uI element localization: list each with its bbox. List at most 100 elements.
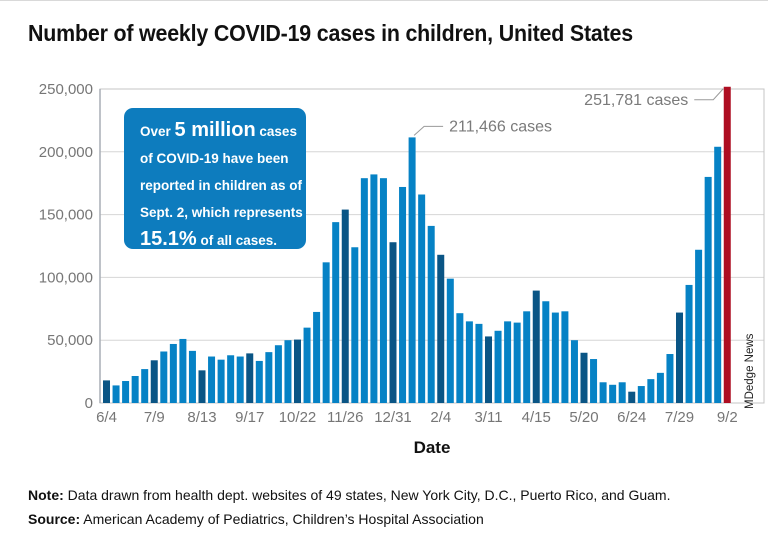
bar-11/12	[322, 262, 330, 403]
bar-6/11	[112, 385, 120, 403]
bar-6/18	[122, 381, 130, 403]
source-line: Source: American Academy of Pediatrics, …	[28, 512, 758, 527]
bar-11/19	[332, 222, 340, 403]
x-tick-label: 2/4	[430, 409, 451, 426]
bar-6/10	[609, 384, 617, 403]
bar-8/26	[714, 146, 722, 403]
bar-1/21	[418, 194, 426, 403]
bar-5/27	[590, 359, 598, 403]
bar-2/25	[465, 321, 473, 403]
bar-10/8	[274, 345, 282, 403]
bar-7/2	[141, 369, 149, 403]
footnotes: Note: Data drawn from health dept. websi…	[28, 488, 758, 536]
y-tick-label: 250,000	[39, 81, 93, 98]
bar-8/27	[217, 359, 225, 403]
x-tick-label: 5/20	[569, 409, 598, 426]
bar-7/30	[179, 338, 187, 403]
bar-10/29	[303, 327, 311, 403]
note-text: Data drawn from health dept. websites of…	[63, 487, 671, 503]
bar-3/4	[475, 323, 483, 403]
bar-4/1	[513, 322, 521, 403]
bar-9/3	[227, 355, 235, 403]
callout-line-3: reported in children as of	[140, 178, 303, 193]
bar-5/13	[570, 340, 578, 403]
bar-4/8	[523, 311, 531, 403]
x-tick-label: 6/4	[96, 409, 117, 426]
bar-8/12	[695, 249, 703, 403]
bar-1/7	[399, 186, 407, 403]
callout-line-1: Over 5 million cases	[140, 117, 306, 145]
x-tick-label: 6/24	[617, 409, 646, 426]
bar-3/11	[485, 336, 492, 403]
y-tick-label: 50,000	[47, 332, 93, 349]
x-tick-label: 8/13	[187, 409, 216, 426]
y-tick-label: 150,000	[39, 207, 93, 224]
bar-5/20	[580, 352, 588, 403]
bar-8/20	[208, 356, 216, 403]
x-tick-label: 4/15	[522, 409, 551, 426]
bar-7/1	[637, 386, 645, 403]
y-tick-label: 100,000	[39, 269, 93, 286]
bar-6/3	[599, 382, 607, 403]
callout-highlight-percentage: 15.1%	[140, 228, 197, 250]
page-title: Number of weekly COVID-19 cases in child…	[28, 20, 633, 46]
note-line: Note: Data drawn from health dept. websi…	[28, 488, 758, 503]
x-tick-label: 7/9	[144, 409, 165, 426]
bar-8/13	[198, 370, 206, 403]
bar-4/15	[532, 290, 540, 403]
bar-11/26	[341, 209, 349, 403]
bar-9/10	[236, 356, 244, 403]
bar-12/3	[351, 247, 359, 403]
bar-12/24	[379, 178, 387, 403]
callout-line-5: 15.1% of all cases.	[140, 226, 306, 254]
x-tick-label: 10/22	[279, 409, 317, 426]
callout-highlight-5-million: 5 million	[174, 119, 256, 141]
bar-12/31	[389, 242, 397, 403]
bar-10/1	[265, 352, 273, 403]
annotation-leader	[413, 125, 444, 136]
bar-5/6	[561, 311, 569, 403]
callout-text: cases	[255, 124, 297, 139]
bar-7/16	[160, 351, 168, 403]
bar-6/24	[628, 391, 636, 403]
bar-7/29	[676, 312, 683, 403]
chart-area: 0 50,000 100,000 150,000 200,000 250,000 6/4 7/…	[0, 1, 768, 471]
x-tick-label: 9/17	[235, 409, 264, 426]
bar-1/14	[408, 137, 416, 404]
bar-7/8	[647, 379, 655, 403]
bar-2/11	[446, 278, 454, 403]
bar-10/15	[284, 340, 292, 403]
bar-4/29	[551, 312, 559, 403]
callout-text: of all cases.	[196, 233, 278, 248]
annotation-leader	[694, 88, 724, 101]
y-tick-label: 0	[85, 395, 93, 412]
bar-7/22	[666, 354, 674, 403]
bar-6/25	[131, 375, 139, 403]
bar-7/15	[656, 372, 664, 403]
callout-line-4: Sept. 2, which represents	[140, 205, 303, 220]
y-tick-label: 200,000	[39, 144, 93, 161]
note-label: Note:	[28, 487, 64, 503]
source-text: American Academy of Pediatrics, Children…	[80, 511, 484, 527]
bar-6/17	[618, 382, 626, 403]
bar-9/24	[255, 360, 263, 403]
bar-6/4	[103, 380, 110, 403]
x-tick-label: 7/29	[665, 409, 694, 426]
mdedge-news-credit: MDedge News	[744, 333, 756, 409]
callout-line-2: of COVID-19 have been	[140, 151, 289, 166]
annotation-label: 251,781 cases	[584, 92, 688, 109]
bar-10/22	[294, 339, 301, 403]
bar-8/5	[685, 284, 693, 403]
bar-9/2	[723, 86, 731, 403]
bar-3/25	[504, 321, 512, 403]
x-axis-title: Date	[413, 438, 451, 457]
bar-8/19	[704, 176, 712, 403]
bar-12/17	[370, 174, 378, 403]
bar-12/10	[360, 178, 368, 403]
x-tick-label: 11/26	[327, 409, 363, 426]
callout-box: Over 5 million cases of COVID-19 have be…	[124, 108, 306, 250]
annotation-label: 211,466 cases	[449, 118, 552, 135]
callout-text: Over	[140, 124, 175, 139]
bar-3/18	[494, 330, 502, 403]
